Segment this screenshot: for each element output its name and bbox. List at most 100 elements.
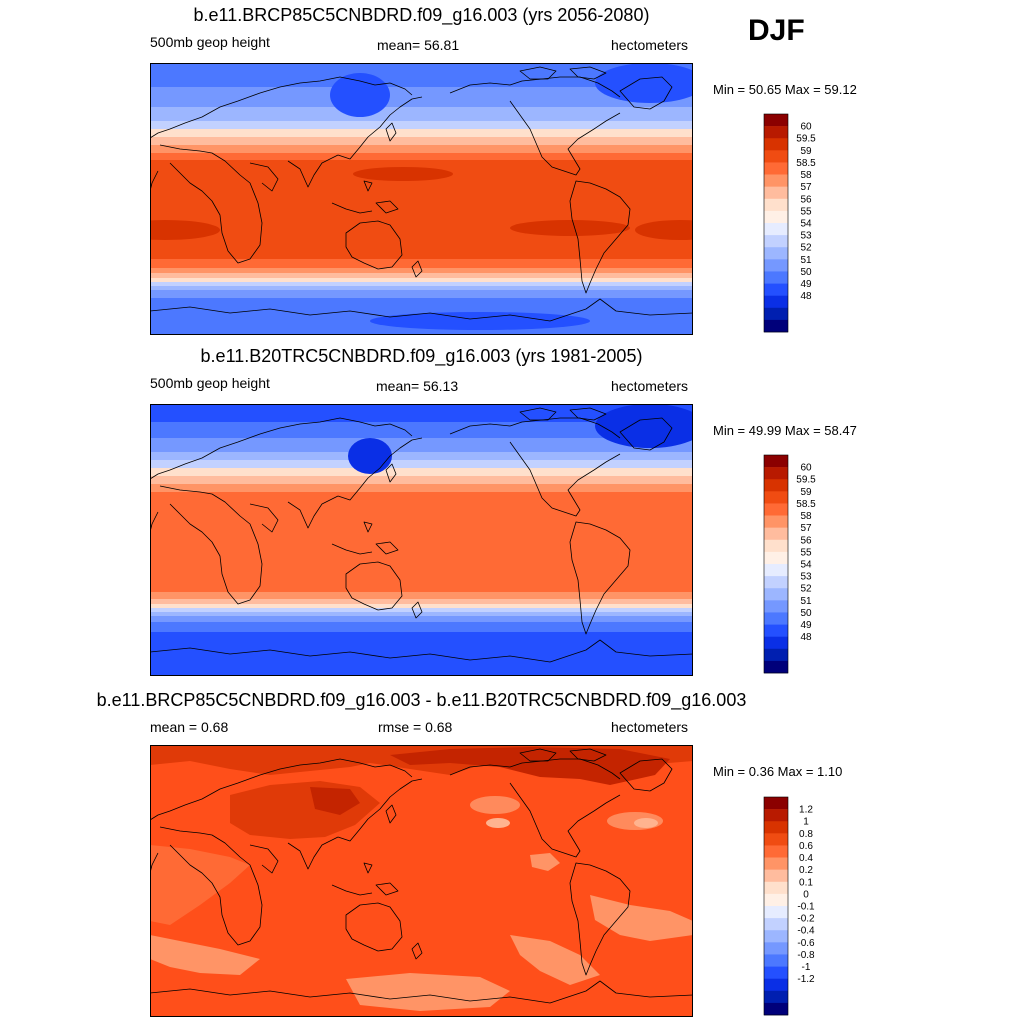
colorbar-swatch bbox=[764, 624, 788, 637]
colorbar-label: 60 bbox=[800, 122, 812, 133]
colorbar-swatch bbox=[764, 881, 788, 895]
colorbar-label: 48 bbox=[800, 291, 812, 302]
map-frame bbox=[150, 63, 693, 335]
colorbar-label: 0.4 bbox=[799, 853, 813, 864]
colorbar-swatch bbox=[764, 235, 788, 248]
contour-map-future bbox=[150, 63, 693, 335]
variable-label: 500mb geop height bbox=[150, 34, 270, 50]
colorbar-label: 56 bbox=[800, 535, 812, 546]
colorbar-frame bbox=[763, 113, 789, 333]
trough bbox=[348, 438, 392, 474]
units-label: hectometers bbox=[611, 37, 689, 53]
band-52 bbox=[150, 616, 693, 624]
units-label: hectometers bbox=[611, 719, 689, 735]
colorbar-swatch bbox=[764, 162, 788, 175]
colorbar-label: 49 bbox=[800, 279, 812, 290]
band-54 bbox=[150, 282, 693, 288]
colorbar-swatch bbox=[764, 319, 788, 333]
colorbar-swatch bbox=[764, 223, 788, 236]
colorbar-swatch bbox=[764, 455, 788, 468]
band-0-2 bbox=[486, 818, 510, 828]
band-0-4 bbox=[510, 935, 600, 985]
colorbar-label: -1 bbox=[802, 962, 811, 973]
colorbar-swatch bbox=[764, 906, 788, 919]
colorbar-frame bbox=[763, 796, 789, 1016]
colorbar-swatch bbox=[764, 174, 788, 187]
min-max-label: Min = 50.65 Max = 59.12 bbox=[713, 82, 857, 97]
max-area bbox=[150, 220, 220, 240]
colorbar-label: 0.1 bbox=[799, 877, 813, 888]
colorbar-swatch bbox=[764, 966, 788, 979]
colorbar-label: 55 bbox=[800, 206, 812, 217]
colorbar-label: 53 bbox=[800, 572, 812, 583]
colorbar-swatch bbox=[764, 210, 788, 224]
band-0-4 bbox=[346, 973, 510, 1011]
colorbar-label: 50 bbox=[800, 608, 812, 619]
colorbar-label: 0 bbox=[803, 889, 809, 900]
colorbar-swatch bbox=[764, 283, 788, 296]
colorbar-swatch bbox=[764, 833, 788, 846]
colorbar-swatch bbox=[764, 150, 788, 163]
mean-label: mean= 56.81 bbox=[377, 37, 460, 53]
colorbar-label: 59.5 bbox=[796, 134, 816, 145]
map-frame bbox=[150, 745, 693, 1017]
band-0-4 bbox=[150, 935, 260, 975]
colorbar-label: 57 bbox=[800, 182, 812, 193]
colorbar-label: 53 bbox=[800, 231, 812, 242]
max-area bbox=[353, 167, 453, 181]
colorbar-label: 59.5 bbox=[796, 475, 816, 486]
max-area bbox=[510, 220, 630, 236]
colorbar-swatch bbox=[764, 978, 788, 992]
map-frame bbox=[150, 404, 693, 676]
band-1 bbox=[310, 787, 360, 815]
min-max-label: Min = 0.36 Max = 1.10 bbox=[713, 764, 843, 779]
band-0-4 bbox=[590, 895, 693, 941]
colorbar-swatch bbox=[764, 845, 788, 858]
colorbar-label: -0.2 bbox=[797, 914, 815, 925]
colorbar-swatch bbox=[764, 1002, 788, 1016]
colorbar-swatch bbox=[764, 126, 788, 139]
panel-title: b.e11.BRCP85C5CNBDRD.f09_g16.003 - b.e11… bbox=[96, 690, 747, 710]
colorbar-label: 55 bbox=[800, 547, 812, 558]
colorbar-swatch bbox=[764, 539, 788, 553]
band-50 bbox=[150, 632, 693, 676]
colorbar-swatch bbox=[764, 551, 788, 565]
band-55 bbox=[150, 604, 693, 610]
band-56 bbox=[150, 599, 693, 607]
colorbar-label: 58 bbox=[800, 511, 812, 522]
band-53 bbox=[150, 286, 693, 292]
colorbar-label: -1.2 bbox=[797, 974, 815, 985]
colorbar-swatch bbox=[764, 491, 788, 504]
band-58 bbox=[150, 492, 693, 598]
contour-map-difference bbox=[150, 745, 693, 1017]
mean-label: mean= 56.13 bbox=[376, 378, 459, 394]
colorbar-swatch bbox=[764, 857, 788, 870]
colorbar-label: 59 bbox=[800, 146, 812, 157]
colorbar-label: 54 bbox=[800, 560, 812, 571]
variable-label: 500mb geop height bbox=[150, 375, 270, 391]
units-label: hectometers bbox=[611, 378, 689, 394]
colorbar-swatch bbox=[764, 954, 788, 967]
colorbar-swatch bbox=[764, 600, 788, 613]
colorbar-swatch bbox=[764, 564, 788, 577]
band-55 bbox=[150, 278, 693, 284]
colorbar-label: 52 bbox=[800, 584, 812, 595]
band-56 bbox=[150, 273, 693, 281]
colorbar-swatch bbox=[764, 479, 788, 492]
colorbar-swatch bbox=[764, 821, 788, 834]
colorbar-label: 51 bbox=[800, 255, 812, 266]
colorbar-label: 58.5 bbox=[796, 499, 816, 510]
colorbar-swatch bbox=[764, 138, 788, 151]
panel-title: b.e11.BRCP85C5CNBDRD.f09_g16.003 (yrs 20… bbox=[193, 5, 650, 25]
colorbar-label: 60 bbox=[800, 463, 812, 474]
colorbar-swatch bbox=[764, 114, 788, 127]
colorbar-label: 51 bbox=[800, 596, 812, 607]
colorbar-label: -0.4 bbox=[797, 926, 815, 937]
colorbar-label: -0.1 bbox=[797, 902, 815, 913]
colorbar-label: -0.8 bbox=[797, 950, 815, 961]
colorbar-label: 57 bbox=[800, 523, 812, 534]
colorbar-swatch bbox=[764, 660, 788, 674]
colorbar-label: 52 bbox=[800, 243, 812, 254]
colorbar-label: 0.6 bbox=[799, 841, 813, 852]
